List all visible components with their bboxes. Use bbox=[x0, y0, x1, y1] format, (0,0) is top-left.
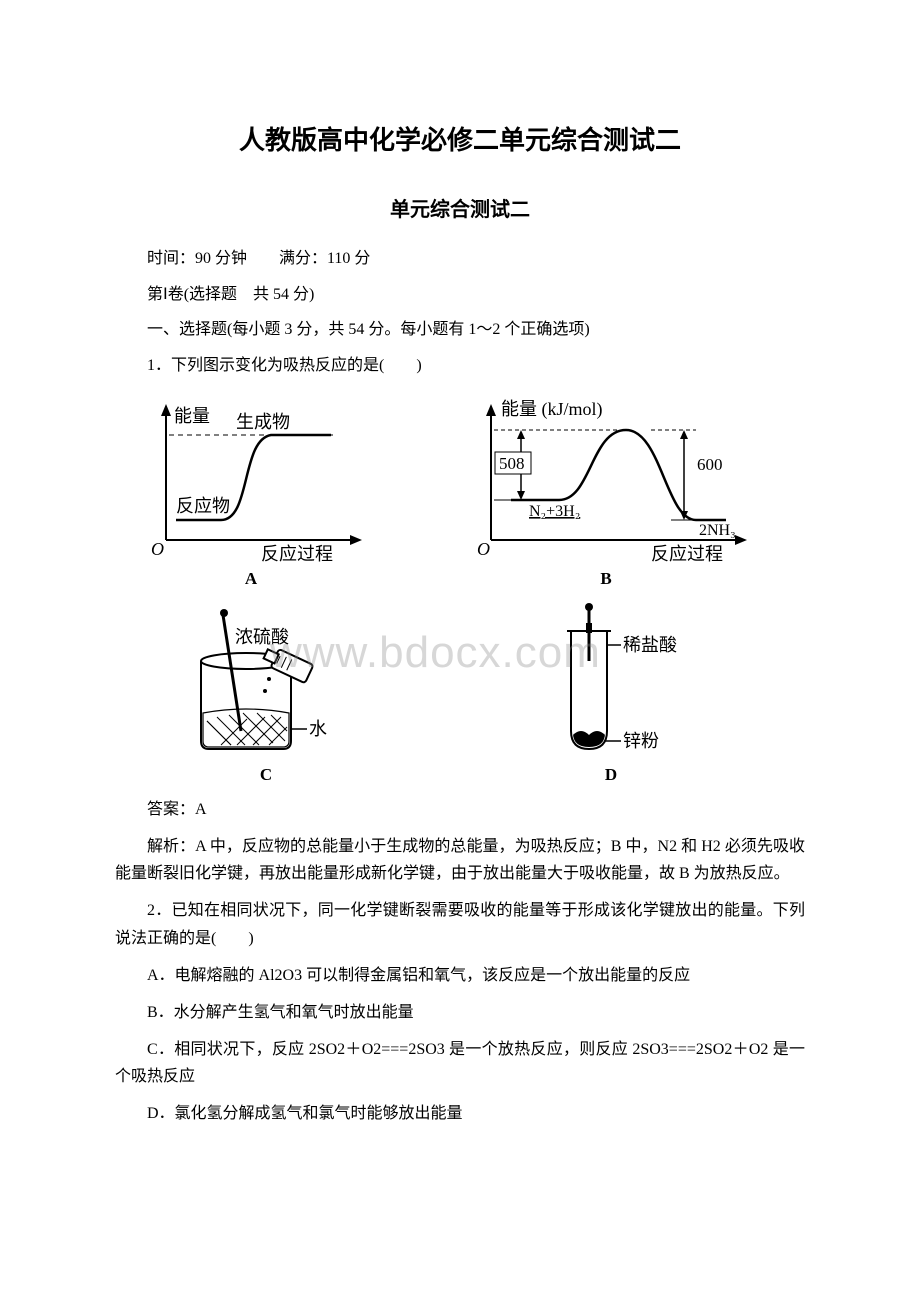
fig-c-acid: 浓硫酸 bbox=[235, 627, 289, 647]
fig-c-water: 水 bbox=[309, 719, 327, 739]
doc-subtitle: 单元综合测试二 bbox=[115, 193, 805, 222]
fig-b-origin: O bbox=[477, 539, 490, 559]
fig-d-zinc: 锌粉 bbox=[623, 731, 659, 751]
fig-a-reactant: 反应物 bbox=[176, 496, 230, 516]
fig-d-acid: 稀盐酸 bbox=[623, 635, 677, 655]
figure-a: 能量 生成物 反应物 O 反应过程 A bbox=[121, 390, 381, 589]
q2-option-c: C．相同状况下，反应 2SO2＋O2===2SO3 是一个放热反应，则反应 2S… bbox=[115, 1036, 805, 1090]
figure-grid: 能量 生成物 反应物 O 反应过程 A bbox=[121, 390, 761, 785]
question-1: 1．下列图示变化为吸热反应的是( ) bbox=[115, 351, 805, 381]
fig-b-xlabel: 反应过程 bbox=[651, 544, 723, 564]
fig-a-caption: A bbox=[245, 569, 257, 589]
q2-option-d: D．氯化氢分解成氢气和氯气时能够放出能量 bbox=[115, 1100, 805, 1127]
doc-title: 人教版高中化学必修二单元综合测试二 bbox=[115, 120, 805, 157]
fig-a-origin: O bbox=[151, 539, 164, 559]
fig-b-600: 600 bbox=[697, 455, 723, 474]
fig-d-caption: D bbox=[605, 765, 617, 785]
figure-b-svg: 508 600 能量 (kJ/mol) N₂+3H₂ 2NH₃ O 反应过程 bbox=[451, 390, 761, 565]
meta-time: 时间：90 分钟 满分：110 分 bbox=[115, 244, 805, 274]
fig-c-caption: C bbox=[260, 765, 272, 785]
fig-a-ylabel: 能量 bbox=[174, 406, 210, 426]
figure-c: 浓硫酸 水 C bbox=[151, 601, 381, 785]
figure-d-svg: 稀盐酸 锌粉 bbox=[501, 601, 721, 761]
figure-c-svg: 浓硫酸 水 bbox=[151, 601, 381, 761]
fig-a-product: 生成物 bbox=[236, 412, 290, 432]
fig-b-508: 508 bbox=[499, 454, 525, 473]
fig-a-xlabel: 反应过程 bbox=[261, 544, 333, 564]
fig-b-ylabel: 能量 (kJ/mol) bbox=[501, 399, 603, 420]
part-header: 第Ⅰ卷(选择题 共 54 分) bbox=[115, 280, 805, 310]
fig-b-reactant: N₂+3H₂ bbox=[529, 503, 580, 520]
question-2: 2．已知在相同状况下，同一化学键断裂需要吸收的能量等于形成该化学键放出的能量。下… bbox=[115, 897, 805, 951]
section-header: 一、选择题(每小题 3 分，共 54 分。每小题有 1～2 个正确选项) bbox=[115, 315, 805, 345]
answer-1: 答案：A bbox=[115, 795, 805, 825]
q2-option-a: A．电解熔融的 Al2O3 可以制得金属铝和氧气，该反应是一个放出能量的反应 bbox=[115, 962, 805, 989]
figure-a-svg: 能量 生成物 反应物 O 反应过程 bbox=[121, 390, 381, 565]
figure-b: 508 600 能量 (kJ/mol) N₂+3H₂ 2NH₃ O 反应过程 B bbox=[451, 390, 761, 589]
explain-1: 解析：A 中，反应物的总能量小于生成物的总能量，为吸热反应；B 中，N2 和 H… bbox=[115, 833, 805, 887]
fig-b-product: 2NH₃ bbox=[699, 522, 736, 539]
q2-option-b: B．水分解产生氢气和氧气时放出能量 bbox=[115, 999, 805, 1026]
figure-d: 稀盐酸 锌粉 D bbox=[501, 601, 721, 785]
fig-b-caption: B bbox=[600, 569, 611, 589]
